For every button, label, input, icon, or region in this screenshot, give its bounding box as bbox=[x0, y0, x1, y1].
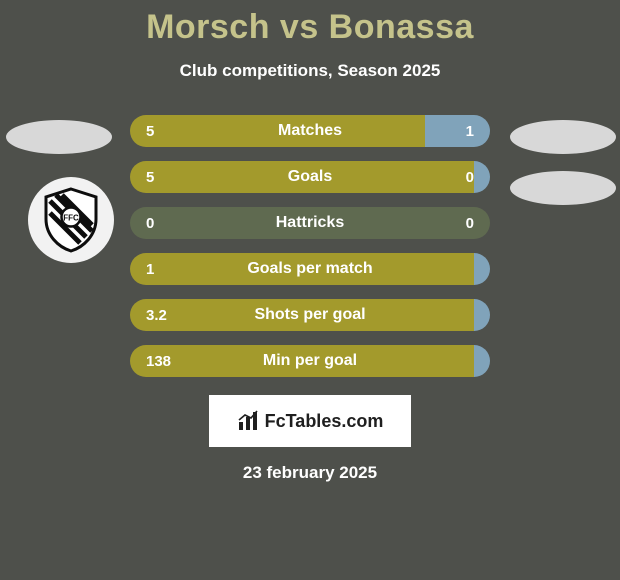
stat-seg-left: 3.2 bbox=[130, 299, 474, 331]
stat-value-left: 5 bbox=[146, 169, 154, 186]
stat-value-left: 5 bbox=[146, 123, 154, 140]
stat-value-left: 0 bbox=[146, 215, 154, 232]
chart-icon bbox=[237, 410, 259, 432]
stat-seg-right bbox=[474, 299, 490, 331]
stat-value-right: 0 bbox=[466, 169, 474, 186]
stat-row: 138Min per goal bbox=[130, 345, 490, 377]
stat-seg-right bbox=[474, 345, 490, 377]
player-right-avatar-placeholder bbox=[510, 120, 616, 154]
comparison-infographic: Morsch vs Bonassa Club competitions, Sea… bbox=[0, 0, 620, 580]
stat-seg-left: 1 bbox=[130, 253, 474, 285]
stat-seg-left: 138 bbox=[130, 345, 474, 377]
player-left-avatar-placeholder bbox=[6, 120, 112, 154]
stat-seg-right: 0 bbox=[310, 207, 490, 239]
club-left-badge-icon: FFC bbox=[42, 187, 100, 253]
stat-value-left: 3.2 bbox=[146, 307, 167, 324]
stat-row: 51Matches bbox=[130, 115, 490, 147]
stat-row: 00Hattricks bbox=[130, 207, 490, 239]
club-right-badge-placeholder bbox=[510, 171, 616, 205]
brand-box: FcTables.com bbox=[209, 395, 411, 447]
footer-date: 23 february 2025 bbox=[0, 463, 620, 483]
stat-value-right: 1 bbox=[466, 123, 474, 140]
club-left-badge: FFC bbox=[28, 177, 114, 263]
stat-seg-right bbox=[474, 253, 490, 285]
stat-row: 1Goals per match bbox=[130, 253, 490, 285]
brand-label: FcTables.com bbox=[237, 410, 384, 432]
stat-seg-right: 0 bbox=[474, 161, 490, 193]
stat-seg-right: 1 bbox=[425, 115, 490, 147]
brand-text: FcTables.com bbox=[265, 411, 384, 432]
svg-text:FFC: FFC bbox=[63, 214, 79, 223]
stat-row: 3.2Shots per goal bbox=[130, 299, 490, 331]
page-subtitle: Club competitions, Season 2025 bbox=[0, 61, 620, 81]
stat-seg-left: 5 bbox=[130, 161, 474, 193]
stat-value-right: 0 bbox=[466, 215, 474, 232]
stat-seg-left: 0 bbox=[130, 207, 310, 239]
stat-value-left: 1 bbox=[146, 261, 154, 278]
stat-seg-left: 5 bbox=[130, 115, 425, 147]
page-title: Morsch vs Bonassa bbox=[0, 8, 620, 47]
stat-row: 50Goals bbox=[130, 161, 490, 193]
stat-value-left: 138 bbox=[146, 353, 171, 370]
